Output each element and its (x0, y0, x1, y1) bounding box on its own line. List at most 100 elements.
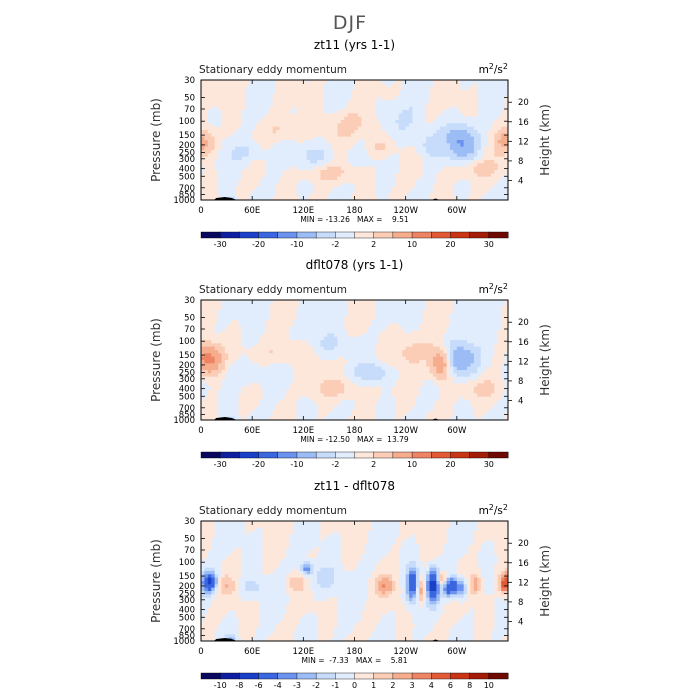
chart-panel-2: dflt078 (yrs 1-1) Stationary eddy momentu… (149, 258, 552, 469)
y-tick-label: 150 (179, 572, 195, 582)
colorbar-swatch (354, 672, 375, 680)
y-tick-label: 1000 (173, 196, 195, 206)
colorbar-label: -30 (214, 460, 227, 469)
colorbar-label: 3 (410, 681, 415, 690)
colorbar-label: 10 (484, 681, 494, 690)
y-tick-label: 850 (179, 631, 195, 641)
colorbar-label: -3 (293, 681, 301, 690)
y-right-tick-label: 8 (518, 157, 523, 167)
y-tick-label: 200 (179, 361, 195, 371)
colorbar-swatch (450, 451, 471, 459)
colorbar-swatch (296, 451, 317, 459)
min-max-stats: MIN = -12.50 MAX = 13.79 (300, 435, 409, 444)
panel-subtitle: Stationary eddy momentum (199, 505, 347, 517)
colorbar-swatch (258, 672, 279, 680)
colorbar-label: -6 (255, 681, 263, 690)
y-right-tick-label: 8 (518, 598, 523, 608)
y-tick-label: 200 (179, 141, 195, 151)
y-right-axis-label: Height (km) (538, 324, 552, 395)
y-right-tick-label: 16 (518, 338, 529, 348)
colorbar-swatch (488, 672, 509, 680)
y-tick-label: 1000 (173, 637, 195, 647)
y-tick-label: 700 (179, 404, 195, 414)
y-tick-label: 1000 (173, 416, 195, 426)
panel-title: zt11 (yrs 1-1) (314, 38, 395, 52)
y-tick-label: 30 (184, 517, 195, 527)
y-tick-label: 100 (179, 117, 195, 127)
y-tick-label: 500 (179, 613, 195, 623)
colorbar-swatch (354, 231, 375, 239)
colorbar-label: -20 (252, 240, 265, 249)
colorbar-label: 20 (445, 460, 455, 469)
y-right-axis-label: Height (km) (538, 545, 552, 616)
colorbar-swatch (392, 231, 413, 239)
y-right-axis-label: Height (km) (538, 104, 552, 175)
y-tick-label: 150 (179, 131, 195, 141)
y-right-tick-label: 12 (518, 357, 529, 367)
colorbar-label: 8 (467, 681, 472, 690)
x-tick-label: 60W (447, 206, 467, 216)
colorbar-swatch (469, 231, 490, 239)
y-tick-label: 50 (184, 313, 195, 323)
y-axis-label: Pressure (mb) (149, 98, 163, 182)
colorbar-label: 6 (448, 681, 453, 690)
y-tick-label: 400 (179, 606, 195, 616)
x-tick-label: 0 (198, 426, 203, 436)
y-tick-label: 500 (179, 392, 195, 402)
y-tick-label: 250 (179, 590, 195, 600)
colorbar-label: -20 (252, 460, 265, 469)
y-tick-label: 70 (184, 546, 195, 556)
colorbar-swatch (450, 231, 471, 239)
x-tick-label: 180 (346, 647, 362, 657)
x-tick-label: 60E (244, 647, 260, 657)
colorbar-swatch (200, 451, 221, 459)
colorbar-label: 20 (445, 240, 455, 249)
y-right-tick-label: 4 (518, 176, 523, 186)
y-right-tick-label: 4 (518, 396, 523, 406)
colorbar-swatch (431, 672, 451, 680)
colorbar-swatch (315, 231, 336, 239)
y-tick-label: 70 (184, 325, 195, 335)
y-tick-label: 850 (179, 410, 195, 420)
colorbar-swatch (258, 451, 279, 459)
colorbar: -30 -20 -10 -2 2 10 20 30 (200, 451, 509, 469)
x-tick-label: 120W (393, 426, 418, 436)
colorbar-swatch (219, 451, 240, 459)
colorbar-swatch (411, 231, 432, 239)
colorbar-swatch (277, 231, 298, 239)
y-tick-label: 30 (184, 296, 195, 306)
y-tick-label: 150 (179, 351, 195, 361)
colorbar-label: -30 (214, 240, 227, 249)
colorbar-swatch (488, 451, 509, 459)
colorbar-label: -10 (214, 681, 227, 690)
x-tick-label: 120E (293, 206, 315, 216)
colorbar-swatch (431, 231, 451, 239)
contour-field (201, 521, 509, 642)
colorbar-label: 2 (371, 240, 376, 249)
colorbar-swatch (219, 672, 240, 680)
y-right-tick-label: 16 (518, 559, 529, 569)
contour-field (201, 300, 509, 421)
colorbar-swatch (239, 231, 260, 239)
colorbar-swatch (392, 451, 413, 459)
y-tick-label: 300 (179, 596, 195, 606)
y-tick-label: 300 (179, 375, 195, 385)
x-tick-label: 180 (346, 206, 362, 216)
colorbar-label: -2 (331, 240, 339, 249)
colorbar-label: 10 (407, 460, 417, 469)
y-tick-label: 850 (179, 190, 195, 200)
colorbar-label: -1 (331, 681, 339, 690)
colorbar-swatch (239, 672, 260, 680)
colorbar-swatch (431, 451, 451, 459)
panel-subtitle: Stationary eddy momentum (199, 64, 347, 76)
colorbar-label: 30 (484, 460, 494, 469)
colorbar-label: 30 (484, 240, 494, 249)
y-tick-label: 250 (179, 369, 195, 379)
chart-panel-3: zt11 - dflt078 Stationary eddy momentum m2… (149, 479, 552, 690)
colorbar-label: 10 (407, 240, 417, 249)
colorbar-label: -2 (312, 681, 320, 690)
units-label: m2/s2 (479, 282, 508, 297)
y-tick-label: 100 (179, 337, 195, 347)
x-tick-label: 120E (293, 426, 315, 436)
